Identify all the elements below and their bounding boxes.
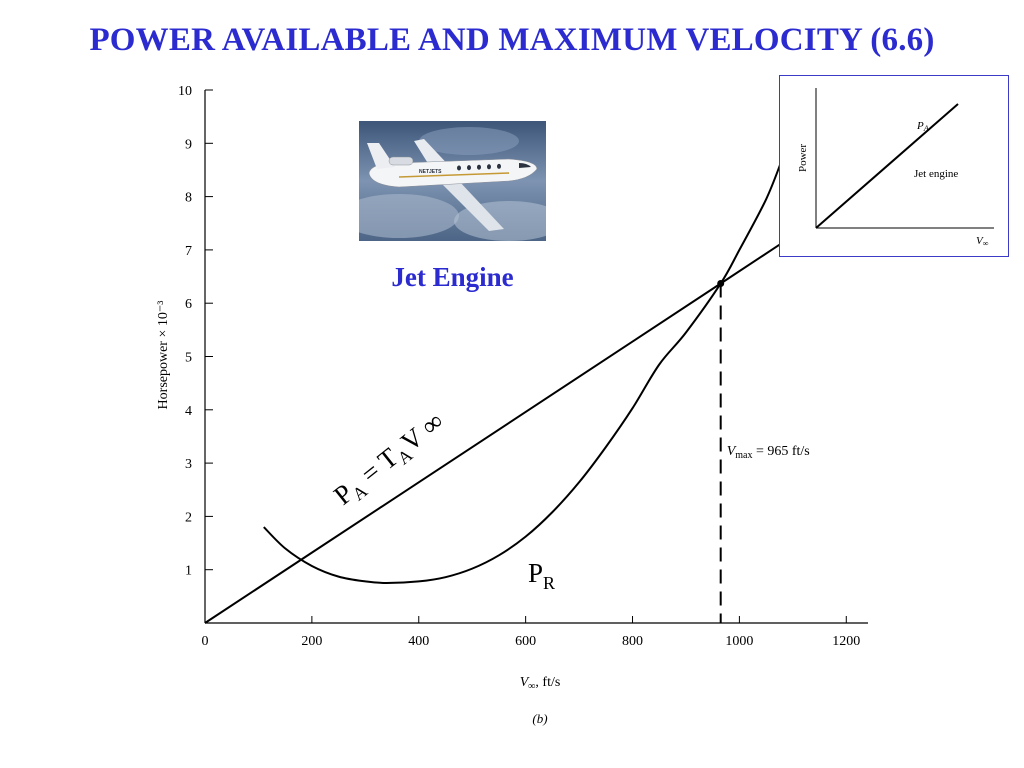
slide-title: POWER AVAILABLE AND MAXIMUM VELOCITY (6.… xyxy=(89,22,935,58)
inset-annotation: Jet engine xyxy=(914,168,958,180)
inset-chart-box: Power V∞ PA Jet engine xyxy=(779,75,1009,257)
x-tick-label: 1000 xyxy=(725,634,753,649)
x-tick-label: 1200 xyxy=(832,634,860,649)
y-axis-label: Horsepower × 10⁻³ xyxy=(156,301,171,410)
chart-ticks: 0 200 400 600 800 1000 1200 1 2 3 4 5 6 7 8 9 10 V∞, ft/s… xyxy=(156,84,860,726)
y-tick-label: 4 xyxy=(185,404,192,419)
photo-caption: Jet Engine xyxy=(391,262,514,292)
jet-photo: NETJETS xyxy=(359,121,546,241)
photo-cloud xyxy=(359,194,459,238)
jet-cheatline xyxy=(398,172,510,178)
inset-pa-line xyxy=(815,103,959,229)
vmax-label: Vmax = 965 ft/s xyxy=(727,444,810,461)
pr-label: PR xyxy=(528,558,555,593)
x-tick-label: 800 xyxy=(622,634,643,649)
x-tick-label: 200 xyxy=(301,634,322,649)
inset-y-label: Power xyxy=(797,144,809,172)
y-tick-label: 9 xyxy=(185,137,192,152)
photo-cloud xyxy=(419,127,519,155)
jet-wing xyxy=(439,181,504,231)
jet-tail xyxy=(367,143,395,169)
inset-pa-label: PA xyxy=(916,120,929,133)
y-tick-label: 3 xyxy=(185,457,192,472)
y-tick-label: 6 xyxy=(185,297,192,312)
x-axis-label: V∞, ft/s xyxy=(520,675,561,692)
chart-annotations: Vmax = 965 ft/s PA = TAV ∞ PR xyxy=(328,279,810,623)
x-tick-label: 0 xyxy=(202,634,209,649)
y-tick-label: 10 xyxy=(178,84,192,99)
inset-x-label: V∞ xyxy=(976,235,989,248)
pa-equation-label: PA = TAV ∞ xyxy=(328,406,452,514)
x-tick-label: 600 xyxy=(515,634,536,649)
y-tick-label: 5 xyxy=(185,351,192,366)
jet-engine-nacelle xyxy=(388,156,414,166)
inset-chart: Power V∞ PA Jet engine xyxy=(797,88,994,248)
y-tick-label: 2 xyxy=(185,510,192,525)
y-tick-label: 1 xyxy=(185,564,192,579)
pr-curve xyxy=(263,158,784,585)
pa-line xyxy=(204,242,783,624)
y-tick-label: 7 xyxy=(185,244,192,259)
jet-windows xyxy=(457,163,501,171)
jet-livery-text: NETJETS xyxy=(419,169,442,175)
jet-windshield xyxy=(519,163,531,168)
x-tick-label: 400 xyxy=(408,634,429,649)
intersection-point xyxy=(717,279,725,287)
y-tick-label: 8 xyxy=(185,191,192,206)
chart-caption: (b) xyxy=(532,711,547,726)
